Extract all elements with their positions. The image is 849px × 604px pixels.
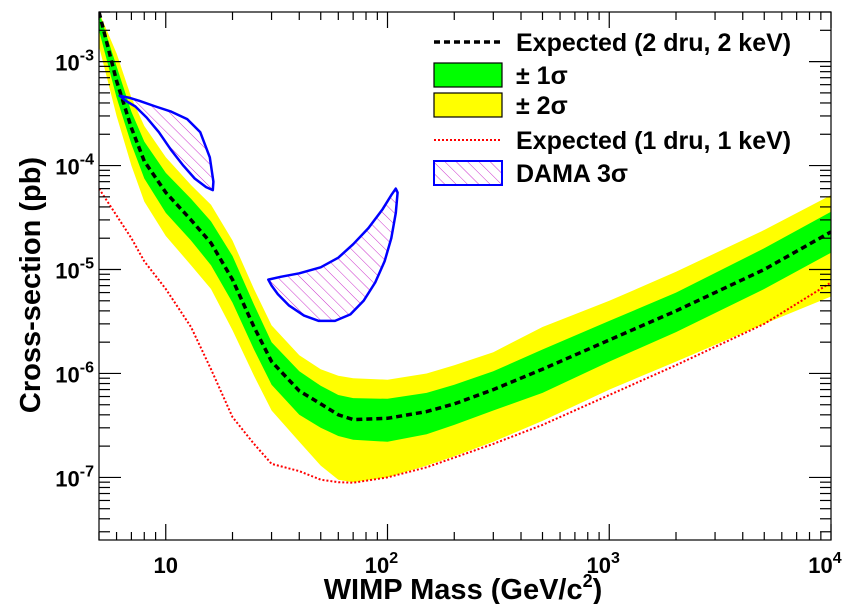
band-1sigma xyxy=(99,12,831,442)
x-axis-title-main: WIMP Mass (GeV/c xyxy=(324,574,583,604)
expected-2dru-line xyxy=(99,12,831,422)
y-tick-label-exp: -7 xyxy=(80,463,94,480)
legend-swatch-2sigma xyxy=(433,92,503,118)
y-tick-label: 10-5 xyxy=(55,256,94,284)
legend-item-band_1sigma: ± 1σ xyxy=(433,62,568,90)
x-tick-label-base: 10 xyxy=(365,553,389,578)
legend-label: Expected (1 dru, 1 keV) xyxy=(516,127,791,155)
x-axis-title-close: ) xyxy=(593,574,603,604)
x-tick-label: 10 xyxy=(154,553,178,578)
x-axis-title: WIMP Mass (GeV/c2) xyxy=(324,571,603,604)
dama-region-1 xyxy=(118,94,215,192)
legend-label: DAMA 3σ xyxy=(516,160,628,188)
y-tick-label: 10-3 xyxy=(55,48,94,76)
legend-item-band_2sigma: ± 2σ xyxy=(433,92,568,120)
dama-region-2 xyxy=(267,187,399,323)
y-tick-label-base: 10 xyxy=(55,466,79,491)
legend-swatch-1sigma xyxy=(433,62,503,88)
legend-item-expected_2dru: Expected (2 dru, 2 keV) xyxy=(434,29,791,57)
legend: Expected (2 dru, 2 keV) ± 1σ± 2σ Expected … xyxy=(433,29,791,188)
legend-swatch-dama xyxy=(433,160,503,186)
y-tick-label-exp: -6 xyxy=(80,359,94,376)
legend-label: Expected (2 dru, 2 keV) xyxy=(516,29,791,57)
x-tick-label-base: 10 xyxy=(808,553,832,578)
x-tick-label-exp: 2 xyxy=(389,550,398,567)
legend-item-expected_1dru: Expected (1 dru, 1 keV) xyxy=(434,127,791,155)
plot-area xyxy=(99,12,831,484)
y-tick-label: 10-7 xyxy=(55,463,94,491)
y-axis-title: Cross-section (pb) xyxy=(15,157,47,413)
y-tick-label: 10-4 xyxy=(55,152,94,180)
legend-label: ± 1σ xyxy=(516,62,568,90)
x-tick-label: 103 xyxy=(587,550,620,578)
x-axis-title-sup: 2 xyxy=(583,571,593,591)
x-tick-label: 104 xyxy=(808,550,841,578)
plot-frame xyxy=(98,11,832,541)
legend-label: ± 2σ xyxy=(516,92,568,120)
x-tick-label-exp: 4 xyxy=(833,550,842,567)
expected-1dru-line xyxy=(99,188,831,484)
y-tick-label-exp: -3 xyxy=(80,48,94,65)
legend-item-dama: DAMA 3σ xyxy=(433,160,628,188)
y-tick-label-exp: -5 xyxy=(80,256,94,273)
y-tick-label-base: 10 xyxy=(55,51,79,76)
x-tick-label: 102 xyxy=(365,550,398,578)
y-tick-label-base: 10 xyxy=(55,259,79,284)
y-tick-label: 10-6 xyxy=(55,359,94,387)
x-tick-label-base: 10 xyxy=(154,553,178,578)
y-tick-label-base: 10 xyxy=(55,155,79,180)
x-tick-label-base: 10 xyxy=(587,553,611,578)
x-tick-label-exp: 3 xyxy=(611,550,620,567)
y-tick-label-exp: -4 xyxy=(80,152,94,169)
y-tick-label-base: 10 xyxy=(55,362,79,387)
